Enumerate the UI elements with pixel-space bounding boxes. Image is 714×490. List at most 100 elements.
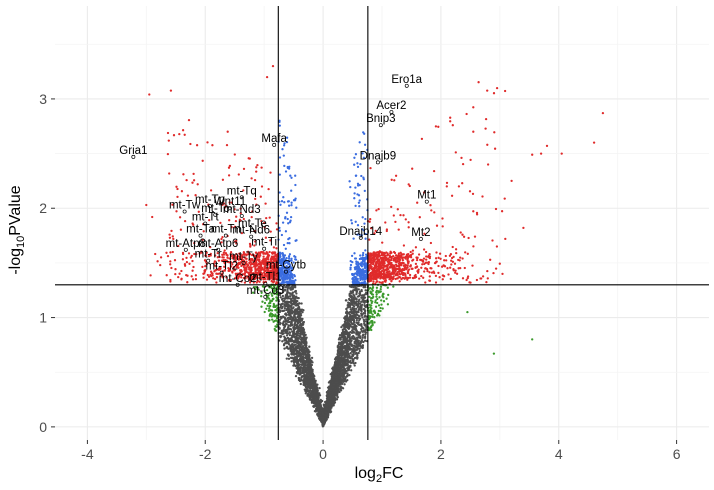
gene-point xyxy=(388,270,390,272)
gene-point xyxy=(293,344,295,346)
gene-point xyxy=(381,259,383,261)
gene-point xyxy=(349,334,351,336)
gene-point xyxy=(467,275,469,277)
gene-point xyxy=(284,307,286,309)
gene-point xyxy=(394,252,396,254)
gene-point xyxy=(400,252,402,254)
gene-point xyxy=(293,329,295,331)
gene-point xyxy=(383,300,385,302)
gene-point xyxy=(299,349,301,351)
gene-point xyxy=(350,292,352,294)
gene-point xyxy=(191,270,193,272)
gene-point xyxy=(297,365,299,367)
gene-point xyxy=(355,302,357,304)
gene-point xyxy=(358,292,360,294)
gene-point xyxy=(360,305,362,307)
gene-point xyxy=(285,312,287,314)
gene-point xyxy=(425,258,427,260)
gene-point xyxy=(376,293,378,295)
gene-point xyxy=(426,270,428,272)
gene-point xyxy=(370,292,372,294)
gene-point xyxy=(285,286,287,288)
gene-point xyxy=(362,254,364,256)
gene-point xyxy=(299,357,301,359)
gene-point xyxy=(415,256,417,258)
gene-point xyxy=(309,390,311,392)
gene-point xyxy=(304,356,306,358)
gene-point xyxy=(342,362,344,364)
gene-point xyxy=(364,289,366,291)
gene-point xyxy=(290,306,292,308)
gene-point xyxy=(185,257,187,259)
gene-point xyxy=(362,274,364,276)
gene-point xyxy=(362,341,364,343)
gene-point xyxy=(261,251,263,253)
gene-point xyxy=(296,300,298,302)
gene-point xyxy=(289,301,291,303)
gene-point xyxy=(355,328,357,330)
gene-point xyxy=(358,308,360,310)
gene-point xyxy=(352,350,354,352)
gene-point xyxy=(416,266,418,268)
gene-point xyxy=(359,324,361,326)
gene-point xyxy=(415,263,417,265)
gene-point xyxy=(403,269,405,271)
gene-point xyxy=(299,346,301,348)
gene-point xyxy=(281,306,283,308)
gene-point xyxy=(344,353,346,355)
gene-point xyxy=(201,266,203,268)
gene-point xyxy=(376,302,378,304)
gene-point xyxy=(192,266,194,268)
gene-point xyxy=(462,277,464,279)
gene-point xyxy=(268,307,270,309)
gene-point xyxy=(361,316,363,318)
gene-point xyxy=(358,318,360,320)
gene-point xyxy=(356,319,358,321)
gene-point xyxy=(405,268,407,270)
gene-point xyxy=(266,305,268,307)
gene-point xyxy=(418,277,420,279)
gene-point xyxy=(283,327,285,329)
gene-point xyxy=(315,410,317,412)
gene-point xyxy=(388,259,390,261)
gene-point xyxy=(300,327,302,329)
gene-point xyxy=(287,305,289,307)
gene-point xyxy=(290,353,292,355)
gene-point xyxy=(355,316,357,318)
gene-point xyxy=(445,255,447,257)
gene-point xyxy=(356,356,358,358)
gene-point xyxy=(355,262,357,264)
gene-point xyxy=(174,259,176,261)
gene-point xyxy=(444,265,446,267)
gene-point xyxy=(282,300,284,302)
gene-point xyxy=(304,347,306,349)
gene-point xyxy=(363,296,365,298)
gene-point xyxy=(387,303,389,305)
gene-point xyxy=(489,259,491,261)
gene-point xyxy=(337,391,339,393)
gene-point xyxy=(355,293,357,295)
gene-point xyxy=(381,257,383,259)
gene-point xyxy=(429,275,431,277)
gene-point xyxy=(439,258,441,260)
gene-point xyxy=(295,290,297,292)
gene-point xyxy=(289,325,291,327)
gene-point xyxy=(300,334,302,336)
gene-point xyxy=(295,295,297,297)
gene-point xyxy=(280,303,282,305)
gene-point xyxy=(290,360,292,362)
gene-point xyxy=(285,309,287,311)
gene-point xyxy=(300,364,302,366)
gene-point xyxy=(357,345,359,347)
gene-point xyxy=(408,260,410,262)
gene-point xyxy=(451,257,453,259)
gene-point xyxy=(372,289,374,291)
gene-point xyxy=(279,335,281,337)
gene-point xyxy=(347,335,349,337)
gene-point xyxy=(291,310,293,312)
gene-point xyxy=(328,386,330,388)
gene-point xyxy=(260,306,262,308)
gene-point xyxy=(360,301,362,303)
gene-point xyxy=(343,383,345,385)
gene-point xyxy=(362,334,364,336)
